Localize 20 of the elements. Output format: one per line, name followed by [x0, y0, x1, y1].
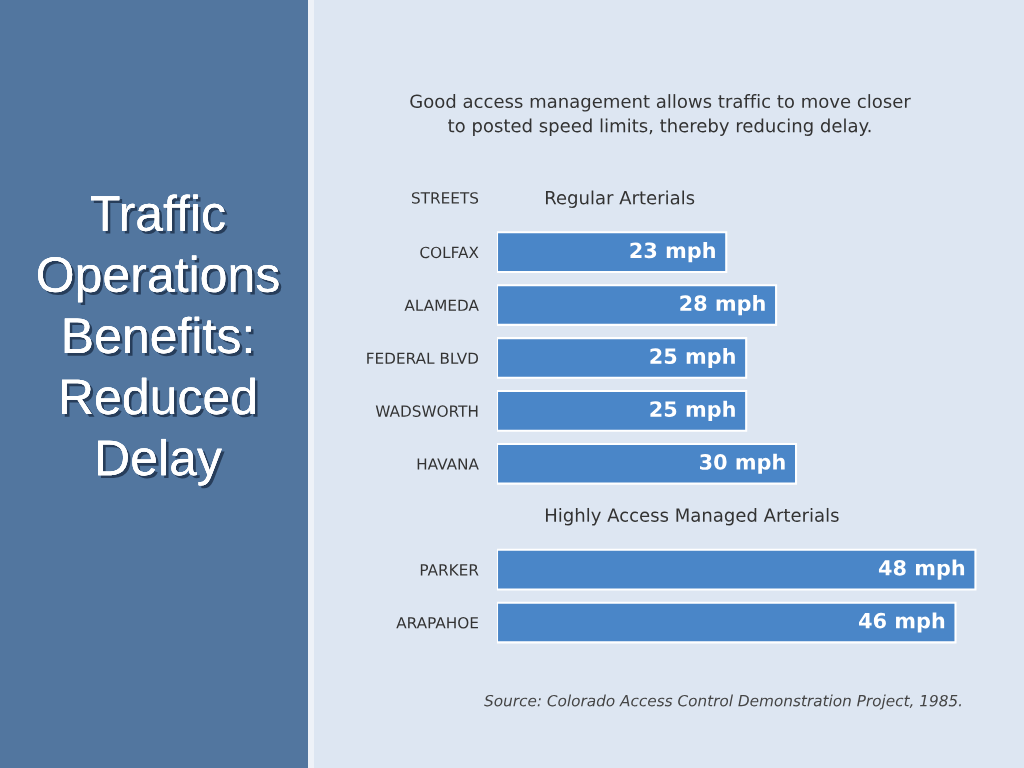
y-tick-label: ALAMEDA: [404, 299, 479, 311]
y-tick-label: HAVANA: [417, 458, 479, 470]
y-tick-label: COLFAX: [420, 246, 479, 259]
data-label: 25 mph: [650, 347, 735, 369]
data-label: 48 mph: [878, 559, 965, 580]
data-label: 28 mph: [680, 294, 765, 316]
series-label: Highly Access Managed Arterials: [545, 507, 839, 526]
data-label: 46 mph: [859, 612, 945, 633]
series-label: Regular Arterials: [545, 190, 695, 208]
chart-subtitle: Good access management allows traffic to move closer to posted speed limits, thereby reducing delay.: [410, 94, 911, 136]
text: Traffic Operations Benefits: Reduced Delay: [38, 194, 282, 489]
data-label: 30 mph: [700, 453, 785, 474]
y-axis-title: STREETS: [411, 192, 479, 204]
y-tick-label: ARAPAHOE: [396, 616, 478, 629]
data-label: 23 mph: [630, 242, 715, 263]
y-tick-label: FEDERAL BLVD: [367, 352, 479, 364]
y-tick-label: PARKER: [420, 564, 479, 576]
data-label: 25 mph: [650, 400, 735, 421]
y-tick-label: WADSWORTH: [375, 405, 478, 417]
source-note: Source: Colorado Access Control Demonstration Project, 1985.: [484, 694, 961, 710]
